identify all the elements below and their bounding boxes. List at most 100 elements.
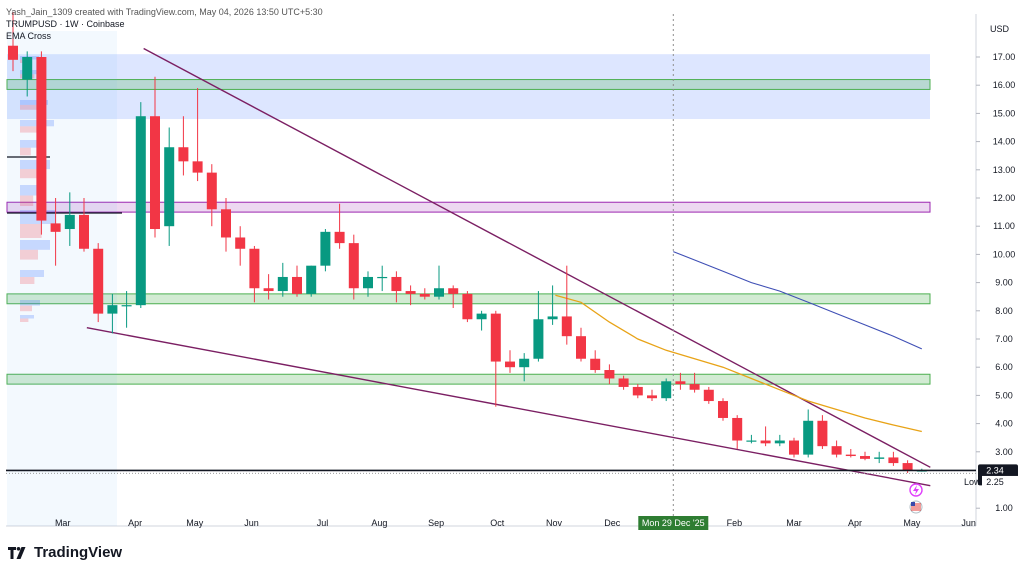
y-tick-label: 9.00 (995, 278, 1013, 288)
profile-bar (20, 315, 34, 319)
profile-bar (20, 104, 37, 110)
x-tick-label[interactable]: Apr (848, 518, 862, 528)
x-tick-label[interactable]: Feb (727, 518, 743, 528)
profile-bar (20, 185, 42, 196)
candle-body[interactable] (760, 440, 771, 444)
wedge-lower-line[interactable] (86, 327, 931, 487)
candle-body[interactable] (320, 231, 331, 266)
candle-body[interactable] (8, 45, 18, 60)
ema-fast-line[interactable] (555, 294, 922, 433)
zone-purple (6, 201, 931, 213)
candle-body[interactable] (789, 440, 799, 455)
candle-body[interactable] (178, 147, 189, 162)
candle-body[interactable] (22, 57, 33, 80)
candle-body[interactable] (519, 358, 530, 368)
x-tick-label[interactable]: Sep (428, 518, 444, 528)
x-tick-label[interactable]: Jun (961, 518, 976, 528)
candle-body[interactable] (675, 381, 686, 385)
candle-body[interactable] (221, 209, 231, 238)
candle-body[interactable] (235, 237, 246, 249)
profile-bar (20, 126, 41, 133)
candle-body[interactable] (874, 457, 885, 459)
candle-body[interactable] (831, 446, 842, 455)
candle-body[interactable] (561, 316, 572, 337)
candle-body[interactable] (746, 440, 757, 442)
candle-body[interactable] (618, 378, 629, 387)
candle-body[interactable] (93, 248, 104, 314)
x-tick-label[interactable]: Jul (317, 518, 329, 528)
x-tick-label[interactable]: Nov (546, 518, 563, 528)
candle-body[interactable] (334, 231, 345, 244)
candle-body[interactable] (490, 313, 501, 362)
candle-body[interactable] (277, 276, 288, 292)
candle-body[interactable] (64, 214, 75, 230)
candle-body[interactable] (377, 276, 388, 279)
candle-body[interactable] (632, 386, 643, 396)
candle-body[interactable] (590, 358, 601, 371)
profile-bar (20, 249, 38, 260)
candle-body[interactable] (434, 288, 444, 297)
candle-body[interactable] (902, 463, 913, 471)
x-tick-label[interactable]: Mar (55, 518, 71, 528)
profile-bar (20, 160, 50, 170)
candle-body[interactable] (803, 420, 814, 455)
candle-body[interactable] (306, 265, 317, 294)
profile-bar (20, 300, 40, 306)
profile-bar (20, 100, 48, 105)
candle-body[interactable] (206, 172, 217, 210)
candle-body[interactable] (263, 288, 274, 292)
candle-body[interactable] (391, 276, 402, 292)
ma-slow-line[interactable] (673, 251, 923, 350)
candle-body[interactable] (703, 389, 714, 402)
x-tick-label[interactable]: Aug (371, 518, 387, 528)
candle-body[interactable] (774, 440, 785, 444)
candle-body[interactable] (817, 420, 828, 447)
x-tick-label[interactable]: Oct (490, 518, 505, 528)
candle-body[interactable] (845, 454, 856, 457)
candle-body[interactable] (732, 417, 743, 441)
tradingview-logo[interactable]: TradingView (8, 544, 122, 561)
candle-body[interactable] (107, 305, 118, 314)
candle-body[interactable] (462, 293, 473, 320)
x-tick-label[interactable]: Apr (128, 518, 142, 528)
currency-label[interactable]: USD (990, 24, 1010, 34)
candle-body[interactable] (363, 276, 373, 289)
candle-body[interactable] (547, 316, 558, 320)
candle-body[interactable] (505, 361, 515, 368)
price-axis[interactable]: 17.00 16.00 15.00 14.00 13.00 12.00 11.00 10.00… (55, 52, 1018, 530)
candle-body[interactable] (661, 381, 672, 399)
candle-body[interactable] (405, 291, 416, 294)
candle-body[interactable] (292, 276, 302, 294)
x-tick-label[interactable]: Jun (244, 518, 259, 528)
candle-body[interactable] (50, 223, 61, 232)
candle-body[interactable] (689, 384, 700, 390)
candle-body[interactable] (476, 313, 487, 320)
candle-body[interactable] (604, 370, 615, 379)
candle-body[interactable] (888, 457, 899, 464)
candle-body[interactable] (79, 214, 89, 249)
x-tick-label[interactable]: May (186, 518, 204, 528)
candle-body[interactable] (192, 161, 203, 173)
x-tick-label[interactable]: Dec (604, 518, 621, 528)
candle-body[interactable] (348, 243, 359, 289)
candle-body[interactable] (150, 116, 160, 230)
candle-body[interactable] (718, 401, 728, 418)
indicator-label[interactable]: EMA Cross (6, 31, 52, 41)
zone-green (6, 373, 931, 385)
candle-body[interactable] (533, 319, 544, 359)
crosshair-date-box[interactable] (638, 516, 709, 530)
candle-body[interactable] (576, 336, 586, 359)
candle-body[interactable] (419, 293, 430, 297)
candle-body[interactable] (121, 305, 132, 307)
symbol-info[interactable]: TRUMPUSD · 1W · Coinbase (6, 19, 125, 29)
x-tick-label[interactable]: Mar (786, 518, 802, 528)
candle-body[interactable] (249, 248, 260, 289)
candle-body[interactable] (647, 395, 657, 399)
candle-body[interactable] (36, 57, 47, 221)
candle-body[interactable] (860, 456, 870, 459)
x-tick-label[interactable]: May (903, 518, 921, 528)
candle-body[interactable] (448, 288, 459, 294)
candle-body[interactable] (164, 147, 175, 227)
candle-body[interactable] (135, 116, 146, 306)
